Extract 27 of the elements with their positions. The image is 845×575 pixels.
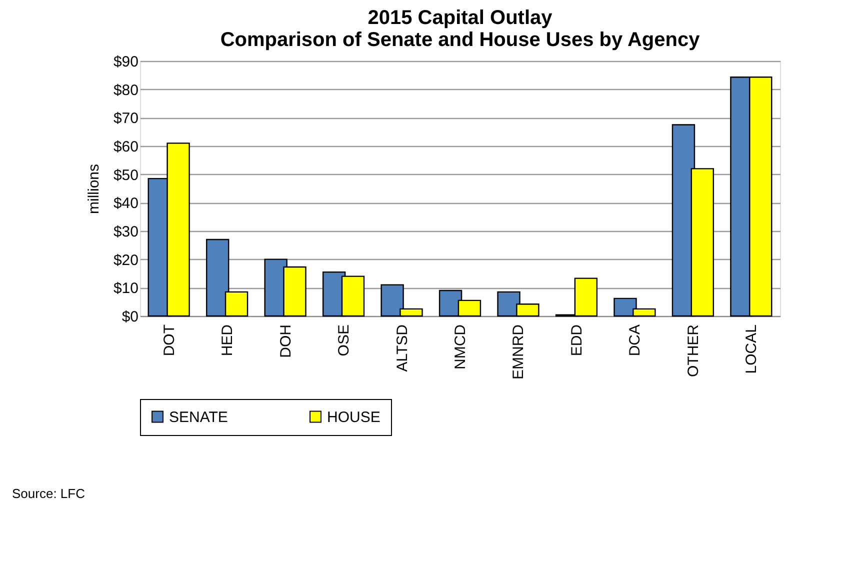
legend-label: HOUSE	[327, 408, 380, 426]
y-tick-label: $40	[113, 195, 138, 212]
x-tick-label: DOT	[160, 324, 178, 356]
x-tick-label: NMCD	[452, 324, 469, 370]
y-tick-label: $90	[113, 54, 138, 70]
y-tick-label: $0	[122, 308, 138, 326]
text: 2015 Capital Outlay	[368, 7, 552, 29]
y-tick-label: $20	[113, 252, 138, 269]
x-tick-label: ALTSD	[394, 324, 411, 372]
y-tick-label: $10	[113, 280, 138, 298]
text: Comparison of Senate and House Uses by Agency	[220, 29, 700, 51]
y-tick-label: $60	[113, 138, 138, 156]
x-tick-label: HED	[219, 324, 236, 356]
source-note: Source: LFC	[12, 486, 85, 501]
y-tick-label: $50	[113, 166, 138, 184]
y-tick-label: $70	[113, 110, 138, 128]
x-tick-label: LOCAL	[743, 324, 760, 374]
x-tick-label: OSE	[336, 324, 353, 356]
x-tick-label: EDD	[568, 324, 586, 356]
x-tick-label: DCA	[626, 324, 644, 356]
y-axis-title: millions	[85, 164, 102, 214]
x-tick-label: EMNRD	[510, 324, 528, 380]
x-tick-label: OTHER	[684, 324, 702, 377]
y-tick-label: $80	[113, 82, 138, 99]
x-tick-label: DOH	[277, 324, 294, 358]
legend-label: SENATE	[169, 408, 228, 426]
y-tick-label: $30	[113, 224, 138, 240]
